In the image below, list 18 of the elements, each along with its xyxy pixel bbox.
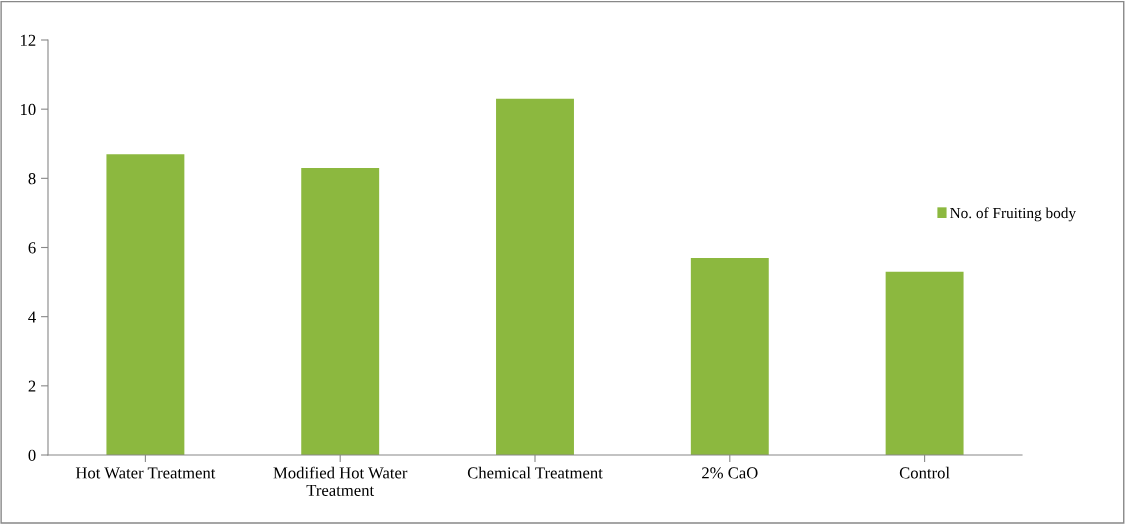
y-tick-label: 4 — [28, 311, 36, 323]
legend-label: No. of Fruiting body — [950, 207, 1077, 222]
y-tick-label: 8 — [28, 173, 36, 185]
bar — [496, 98, 574, 455]
y-tick-label: 10 — [20, 103, 36, 116]
y-tick-label: 0 — [28, 449, 36, 461]
bar — [106, 154, 185, 455]
y-tick-label: 12 — [20, 34, 36, 46]
x-tick-label: Hot Water Treatment — [75, 467, 216, 479]
x-tick-label: Chemical Treatment — [467, 466, 603, 479]
bar — [690, 257, 769, 455]
x-tick-label: Control — [899, 466, 950, 479]
x-tick-label: Modified Hot Water Treatment — [273, 466, 408, 496]
bar — [301, 167, 380, 455]
bar — [885, 271, 964, 455]
x-tick-label: 2% CaO — [702, 467, 758, 479]
y-tick-label: 6 — [28, 242, 36, 254]
y-tick-label: 2 — [28, 380, 36, 392]
